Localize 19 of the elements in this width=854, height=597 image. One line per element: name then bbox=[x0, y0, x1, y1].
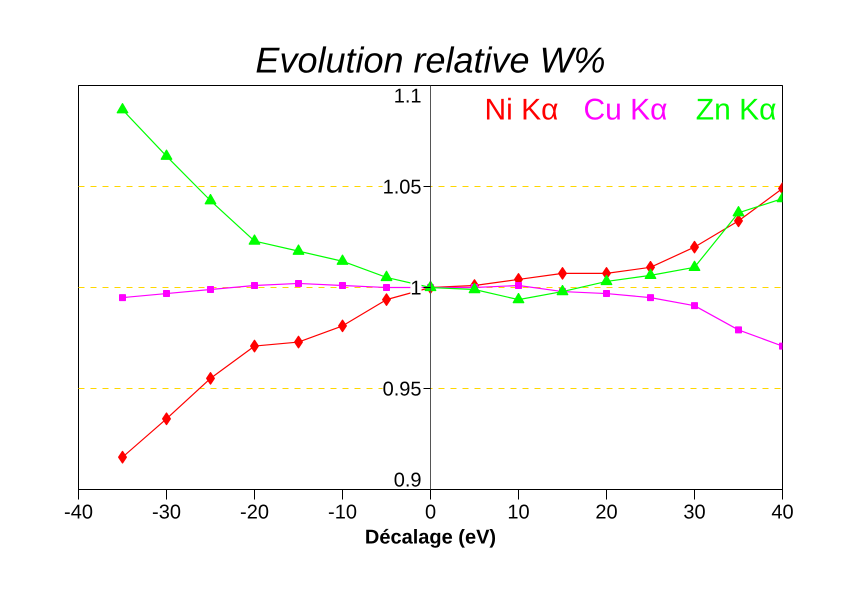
x-tick-label: 40 bbox=[771, 502, 794, 524]
text: Ni Kα bbox=[484, 94, 559, 126]
y-tick-label: 1 bbox=[410, 278, 422, 300]
x-tick-label: 20 bbox=[595, 502, 618, 524]
text: Cu Kα bbox=[583, 94, 668, 126]
x-tick-label: -10 bbox=[328, 502, 357, 524]
y-tick-label: 1.1 bbox=[394, 86, 422, 108]
y-tick-label: 0.95 bbox=[382, 378, 422, 400]
chart-title: Evolution relative W% bbox=[255, 40, 606, 80]
x-tick-label: 10 bbox=[507, 502, 530, 524]
text: Zn Kα bbox=[696, 94, 777, 126]
y-tick-label: 1.05 bbox=[382, 176, 422, 198]
x-axis-title: Décalage (eV) bbox=[364, 526, 496, 548]
x-tick-label: 0 bbox=[424, 502, 436, 524]
x-tick-label: -40 bbox=[64, 502, 93, 524]
y-tick-label: 0.9 bbox=[394, 470, 422, 492]
x-tick-label: -20 bbox=[240, 502, 269, 524]
x-tick-label: -30 bbox=[152, 502, 181, 524]
x-tick-label: 30 bbox=[683, 502, 706, 524]
